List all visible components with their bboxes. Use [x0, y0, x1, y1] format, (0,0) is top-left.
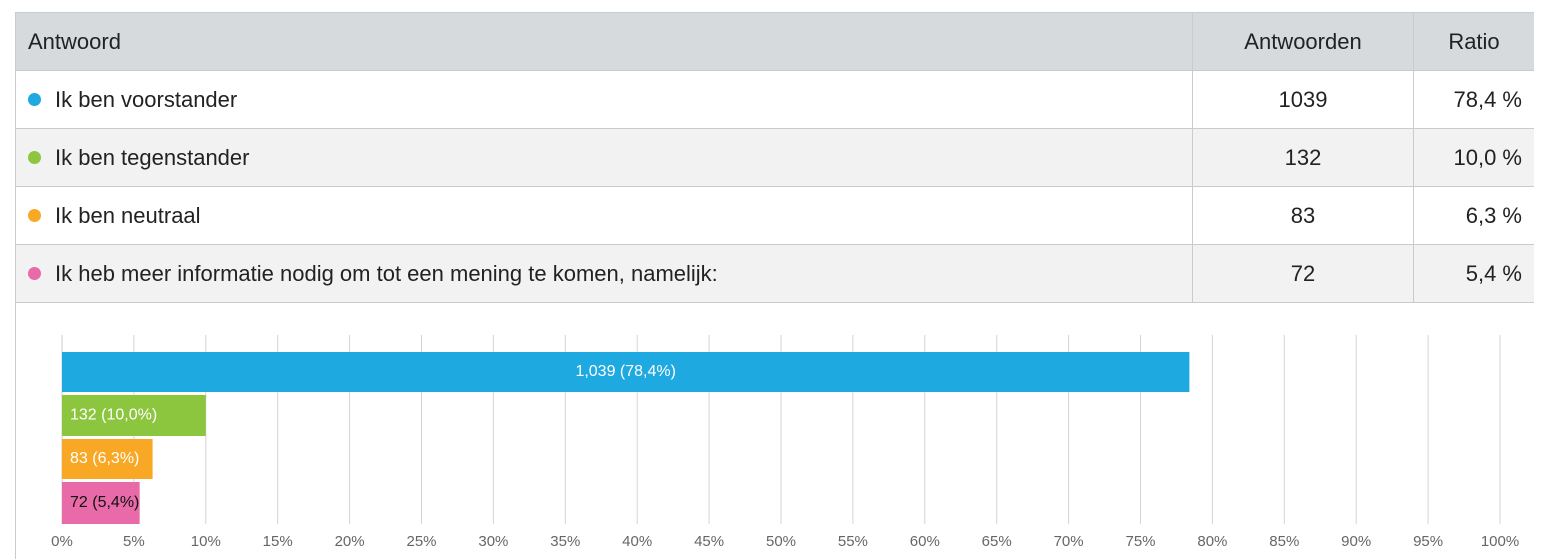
x-tick-label: 65%: [982, 533, 1012, 550]
x-tick-label: 20%: [335, 533, 365, 550]
results-panel: Antwoord Antwoorden Ratio Ik ben voorsta…: [15, 12, 1546, 559]
legend-dot: [28, 92, 41, 106]
value-label: 83 (6,3%): [70, 450, 139, 467]
header-row: Antwoord Antwoorden Ratio: [16, 12, 1534, 71]
cell-text: 6,3 %: [1465, 202, 1522, 228]
cell: 6,3 %: [1413, 186, 1534, 245]
x-tick-label: 55%: [838, 533, 868, 550]
x-tick-label: 5%: [123, 533, 145, 550]
answer-row: Ik ben neutraal 83 6,3 %: [16, 186, 1534, 245]
answer-row: Ik ben tegenstander 132 10,0 %: [16, 128, 1534, 187]
x-tick-label: 25%: [406, 533, 436, 550]
header-cell: Antwoord: [16, 12, 1193, 71]
x-tick-label: 75%: [1125, 533, 1155, 550]
cell: Ik ben voorstander: [16, 70, 1193, 129]
x-tick-label: 50%: [766, 533, 796, 550]
x-tick-label: 10%: [191, 533, 221, 550]
x-tick-label: 95%: [1413, 533, 1443, 550]
value-label: 1,039 (78,4%): [575, 363, 676, 380]
value-label: 132 (10,0%): [70, 407, 157, 424]
x-tick-label: 15%: [263, 533, 293, 550]
chart: 0% 5% 10% 15% 20% 25% 30% 35% 40% 45% 50% 55% 60% 65%…: [51, 335, 1519, 550]
x-tick-label: 40%: [622, 533, 652, 550]
cell: Ik heb meer informatie nodig om tot een …: [16, 244, 1193, 303]
x-tick-label: 90%: [1341, 533, 1371, 550]
x-tick-label: 0%: [51, 533, 73, 550]
x-tick-label: 85%: [1269, 533, 1299, 550]
x-tick-label: 70%: [1054, 533, 1084, 550]
x-tick-label: 45%: [694, 533, 724, 550]
bar: [62, 482, 140, 524]
value-label: 72 (5,4%): [70, 494, 139, 511]
bar: [62, 395, 206, 436]
bar: [62, 439, 153, 479]
cell: 83: [1192, 186, 1414, 245]
header-cell: Antwoorden: [1192, 12, 1414, 71]
cell-text: 5,4 %: [1465, 260, 1522, 286]
cell: 72: [1192, 244, 1414, 303]
legend-dot: [28, 150, 41, 164]
cell: 132: [1192, 128, 1414, 187]
cell-text: Ik ben tegenstander: [55, 144, 250, 170]
cell: 78,4 %: [1413, 70, 1534, 129]
results-table: Antwoord Antwoorden Ratio Ik ben voorsta…: [16, 12, 1534, 303]
cell-text: Ik ben voorstander: [55, 86, 238, 112]
cell: Ik ben neutraal: [16, 186, 1193, 245]
legend-dot: [28, 266, 41, 280]
x-tick-label: 80%: [1197, 533, 1227, 550]
x-tick-label: 100%: [1481, 533, 1519, 550]
cell-text: 72: [1290, 260, 1316, 286]
bar: [62, 352, 1190, 392]
cell: 5,4 %: [1413, 244, 1534, 303]
cell-text: 1039: [1278, 86, 1328, 112]
x-tick-label: 60%: [910, 533, 940, 550]
cell: Ik ben tegenstander: [16, 128, 1193, 187]
cell-text: Ik ben neutraal: [55, 202, 201, 228]
answer-row: Ik heb meer informatie nodig om tot een …: [16, 244, 1534, 303]
cell: 1039: [1192, 70, 1414, 129]
cell-text: 132: [1284, 144, 1322, 170]
cell-text: 78,4 %: [1453, 86, 1523, 112]
cell: 10,0 %: [1413, 128, 1534, 187]
header-cell: Ratio: [1413, 12, 1534, 71]
x-tick-label: 30%: [478, 533, 508, 550]
answer-row: Ik ben voorstander 1039 78,4 %: [16, 70, 1534, 129]
cell-text: 10,0 %: [1453, 144, 1523, 170]
cell-text: 83: [1290, 202, 1316, 228]
cell-text: Ik heb meer informatie nodig om tot een …: [55, 260, 718, 286]
legend-dot: [28, 208, 41, 222]
x-tick-label: 35%: [550, 533, 580, 550]
